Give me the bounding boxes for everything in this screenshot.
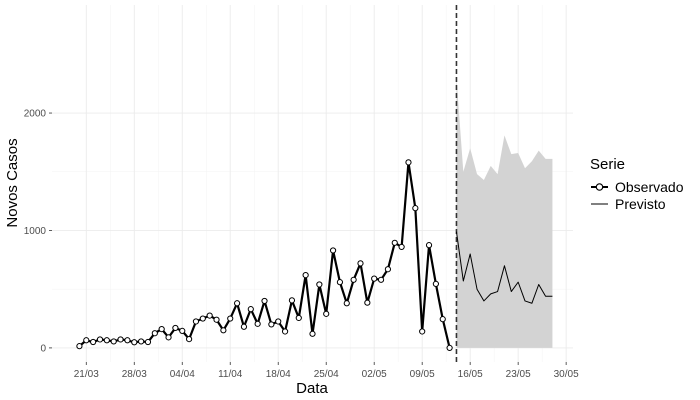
data-point-observado-54: [446, 344, 453, 352]
data-point-observado-21: [220, 327, 227, 334]
data-point-observado-19: [206, 312, 213, 319]
x-axis: 21/03 28/03 04/04 11/04 18/04 25/04 02/05 09/05…: [74, 362, 579, 380]
data-point-observado-45: [384, 266, 392, 273]
legend-label-observado: Observado: [615, 179, 684, 195]
y-tick-label-0: 0: [40, 343, 46, 354]
data-point-observado-51: [425, 242, 433, 249]
x-tick-label-4: 18/04: [266, 369, 291, 380]
data-point-observado-28: [268, 321, 275, 328]
data-point-observado-35: [316, 281, 323, 288]
data-point-observado-10: [144, 338, 152, 346]
data-point-observado-39: [343, 300, 350, 307]
data-point-observado-38: [336, 279, 344, 286]
y-tick-label-2: 2000: [24, 109, 47, 120]
prediction-interval-layer: [456, 77, 553, 348]
data-point-observado-41: [357, 260, 364, 267]
x-tick-label-9: 23/05: [506, 369, 531, 380]
data-point-observado-7: [124, 337, 131, 344]
x-tick-label-2: 04/04: [170, 369, 195, 380]
data-point-observado-1: [83, 337, 90, 344]
x-tick-label-8: 16/05: [458, 369, 483, 380]
series-line-previsto: [455, 231, 553, 304]
data-point-observado-33: [302, 271, 309, 279]
data-point-observado-2: [90, 338, 97, 346]
data-point-observado-47: [398, 243, 405, 251]
data-point-observado-53: [439, 316, 446, 323]
data-point-observado-6: [117, 336, 124, 343]
data-point-observado-12: [158, 326, 165, 333]
data-point-observado-26: [254, 320, 261, 327]
x-tick-label-1: 28/03: [122, 369, 147, 380]
data-point-observado-46: [391, 239, 398, 246]
data-point-observado-29: [275, 318, 282, 325]
data-point-observado-9: [138, 338, 145, 345]
data-point-observado-32: [295, 314, 302, 322]
legend: Serie Observado Previsto: [590, 156, 684, 212]
data-point-observado-30: [281, 328, 289, 335]
legend-title: Serie: [590, 156, 625, 173]
data-point-observado-24: [240, 323, 248, 330]
data-point-observado-23: [233, 300, 241, 307]
data-point-observado-25: [247, 306, 254, 313]
x-tick-label-10: 30/05: [554, 369, 579, 380]
data-point-observado-37: [329, 247, 337, 254]
data-point-observado-34: [309, 330, 316, 337]
x-tick-label-3: 11/04: [218, 369, 243, 380]
data-point-observado-16: [186, 336, 193, 343]
data-point-observado-50: [419, 328, 426, 335]
legend-entry-previsto: Previsto: [591, 196, 666, 212]
y-axis: 0 1000 2000: [24, 109, 52, 354]
data-point-observado-20: [213, 316, 220, 323]
data-point-observado-11: [151, 330, 158, 337]
legend-label-previsto: Previsto: [615, 196, 666, 212]
data-point-observado-48: [405, 159, 412, 166]
legend-entry-observado: Observado: [591, 179, 684, 195]
data-point-observado-40: [350, 276, 357, 283]
data-point-observado-43: [371, 275, 378, 282]
data-point-observado-31: [288, 297, 296, 304]
legend-key-observado-point: [595, 183, 604, 191]
data-point-observado-14: [172, 324, 179, 332]
data-point-observado-27: [261, 297, 268, 305]
data-point-observado-22: [227, 315, 234, 322]
data-point-observado-17: [192, 318, 200, 325]
data-point-observado-42: [364, 299, 371, 306]
x-axis-title: Data: [296, 380, 328, 397]
x-tick-label-5: 25/04: [314, 369, 339, 380]
x-tick-label-7: 09/05: [410, 369, 435, 380]
data-point-observado-36: [323, 310, 330, 317]
data-point-observado-8: [131, 339, 138, 346]
x-tick-label-6: 02/05: [362, 369, 387, 380]
y-axis-title: Novos Casos: [4, 138, 21, 227]
prediction-interval-band: [456, 77, 553, 348]
data-point-observado-13: [165, 334, 172, 341]
data-point-observado-44: [377, 276, 385, 283]
data-point-observado-0: [76, 343, 83, 350]
data-point-observado-5: [110, 338, 117, 345]
data-point-observado-3: [96, 336, 104, 343]
data-point-observado-18: [199, 315, 206, 322]
data-point-observado-49: [412, 205, 419, 212]
x-tick-label-0: 21/03: [74, 369, 99, 380]
data-point-observado-15: [179, 327, 186, 334]
y-tick-label-1: 1000: [24, 226, 47, 237]
data-point-observado-52: [432, 280, 439, 288]
data-point-observado-4: [103, 337, 110, 344]
points-layer: [76, 159, 453, 352]
